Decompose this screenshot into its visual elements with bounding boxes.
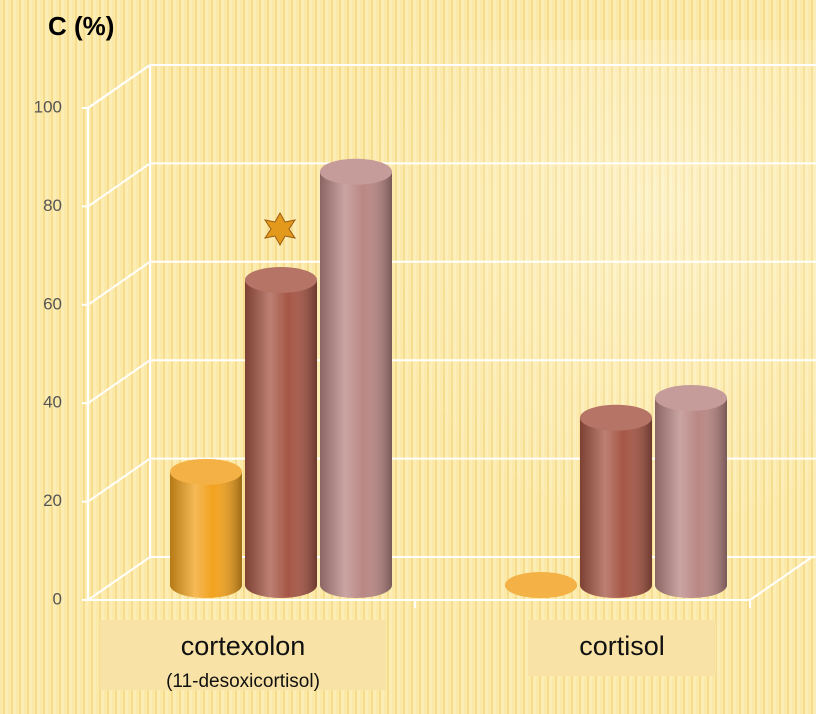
grid-line	[87, 359, 816, 405]
bar-top	[580, 404, 652, 431]
bar-top	[655, 385, 727, 412]
bar-top	[245, 266, 317, 293]
bar	[170, 458, 242, 598]
bar-top	[170, 458, 242, 485]
category-box	[100, 620, 386, 690]
category-box	[528, 620, 716, 676]
bar-top-light	[320, 158, 392, 185]
bar-top	[320, 158, 392, 185]
bar-top-light	[580, 404, 652, 431]
bar-top	[505, 572, 577, 598]
bar-top-light	[505, 572, 577, 598]
bar	[320, 158, 392, 598]
y-tick-label: 60	[43, 294, 62, 313]
bar	[505, 572, 577, 598]
y-tick-label: 100	[34, 97, 62, 116]
x-tick-label: cortisol	[579, 631, 665, 661]
bar-shade	[320, 171, 392, 598]
y-tick-label: 0	[53, 589, 62, 608]
bar-shade	[655, 398, 727, 598]
bar-top-light	[655, 385, 727, 412]
bar-shade	[245, 279, 317, 598]
bar-top-light	[170, 458, 242, 485]
bar	[580, 404, 652, 598]
y-tick-label: 80	[43, 196, 62, 215]
bar-shade	[170, 471, 242, 598]
grid-line	[87, 162, 816, 208]
floor-edge	[749, 556, 813, 601]
y-tick-label: 40	[43, 393, 62, 412]
y-tick-label: 20	[43, 491, 62, 510]
grid-line	[87, 64, 816, 109]
x-tick-label: cortexolon	[181, 631, 306, 661]
y-axis-label: C (%)	[48, 11, 114, 41]
x-tick-sublabel: (11-desoxicortisol)	[166, 671, 320, 692]
bar	[655, 385, 727, 598]
significance-star	[263, 211, 297, 247]
bar-shade	[580, 417, 652, 598]
grid-line	[87, 260, 816, 306]
bar	[245, 266, 317, 598]
bar-top-light	[245, 266, 317, 293]
